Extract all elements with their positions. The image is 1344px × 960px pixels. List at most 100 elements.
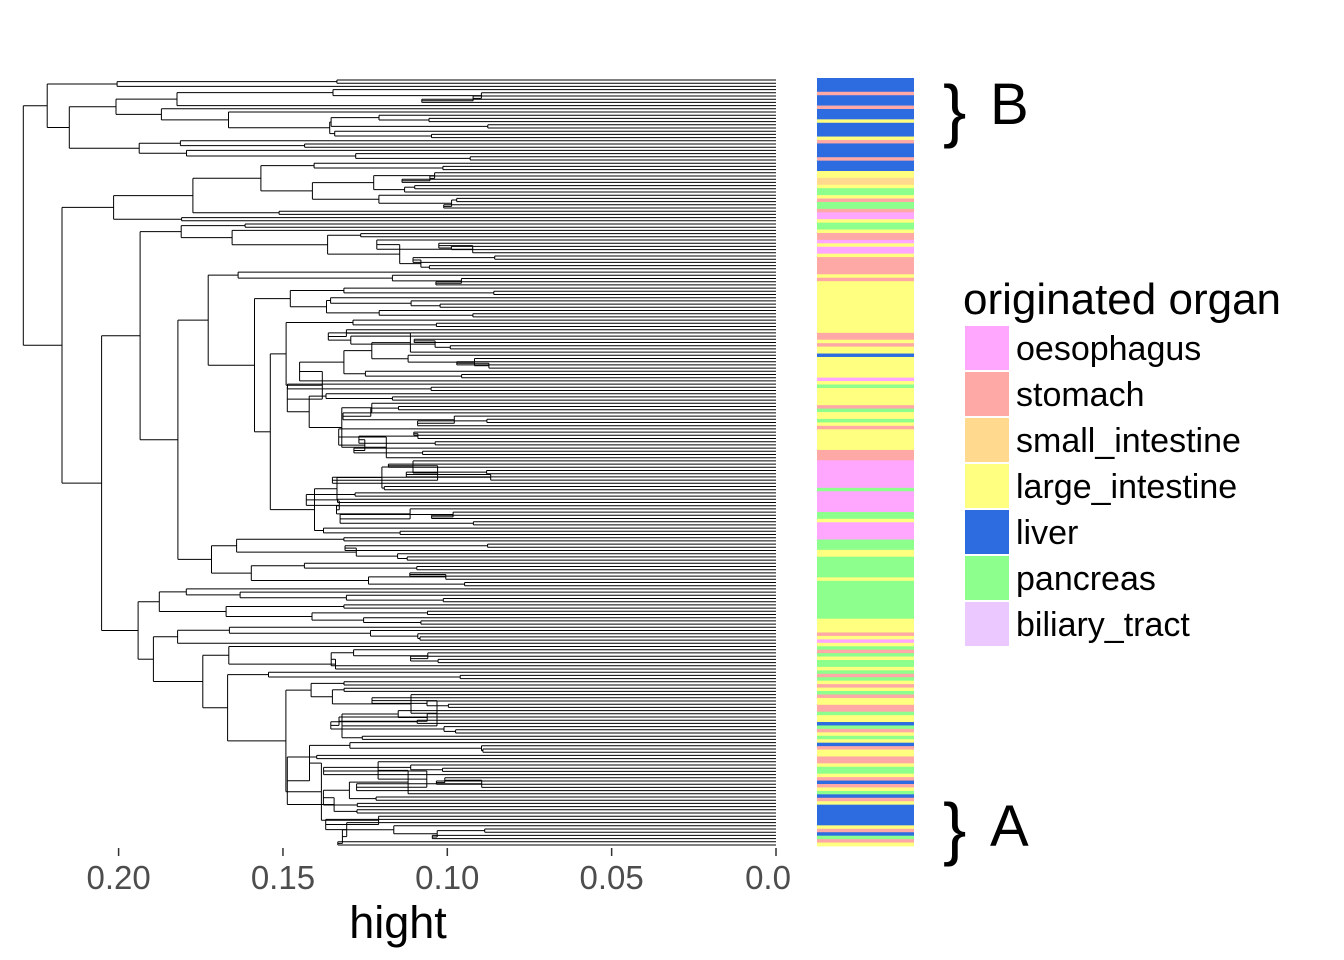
strip-band-pancreas: [817, 201, 914, 210]
strip-band-oesophagus: [817, 212, 914, 220]
strip-band-stomach: [817, 257, 914, 275]
strip-band-stomach: [817, 198, 914, 203]
legend-label-small_intestine: small_intestine: [1016, 422, 1241, 460]
strip-band-pancreas: [817, 790, 914, 795]
strip-band-large_intestine: [817, 577, 914, 582]
strip-band-liver: [817, 160, 914, 172]
strip-band-stomach: [817, 208, 914, 213]
strip-band-large_intestine: [817, 195, 914, 199]
strip-band-large_intestine: [817, 697, 914, 706]
strip-band-liver: [817, 95, 914, 106]
legend-label-oesophagus: oesophagus: [1016, 330, 1201, 368]
strip-band-pancreas: [817, 677, 914, 682]
strip-band-large_intestine: [817, 680, 914, 685]
strip-band-large_intestine: [817, 642, 914, 647]
strip-band-stomach: [817, 649, 914, 654]
strip-band-pancreas: [817, 556, 914, 578]
strip-band-pancreas: [817, 725, 914, 730]
strip-band-pancreas: [817, 511, 914, 520]
legend-key-biliary_tract: [965, 602, 1009, 646]
brace-a: }: [943, 789, 966, 867]
strip-band-liver: [817, 722, 914, 726]
strip-band-large_intestine: [817, 184, 914, 189]
strip-band-oesophagus: [817, 522, 914, 540]
x-tick-label: 0.20: [86, 859, 150, 896]
strip-band-large_intestine: [817, 518, 914, 523]
strip-band-large_intestine: [817, 274, 914, 279]
cluster-annotation-a: } A: [943, 789, 1029, 867]
strip-band-large_intestine: [817, 229, 914, 234]
strip-band-large_intestine: [817, 387, 914, 406]
strip-band-large_intestine: [817, 825, 914, 830]
strip-band-oesophagus: [817, 639, 914, 644]
strip-band-large_intestine: [817, 219, 914, 224]
strip-band-oesophagus: [817, 377, 914, 382]
legend-label-stomach: stomach: [1016, 376, 1145, 414]
strip-band-stomach: [817, 139, 914, 144]
strip-band-pancreas: [817, 222, 914, 230]
strip-band-large_intestine: [817, 136, 914, 141]
strip-band-large_intestine: [817, 749, 914, 757]
legend-label-pancreas: pancreas: [1016, 560, 1156, 598]
strip-band-large_intestine: [817, 842, 914, 847]
strip-band-pancreas: [817, 408, 914, 413]
cluster-annotation-b: } B: [943, 71, 1029, 149]
strip-band-liver: [817, 143, 914, 158]
strip-band-pancreas: [817, 711, 914, 716]
strip-band-large_intestine: [817, 253, 914, 258]
legend-label-large_intestine: large_intestine: [1016, 468, 1237, 506]
strip-band-stomach: [817, 704, 914, 713]
strip-band-stomach: [817, 632, 914, 637]
strip-band-pancreas: [817, 653, 914, 657]
strip-band-large_intestine: [817, 381, 914, 385]
strip-band-large_intestine: [817, 635, 914, 640]
cluster-label-b: B: [990, 72, 1029, 137]
legend-items: oesophagus stomach small_intestine large_in…: [965, 326, 1241, 646]
x-tick-label: 0.10: [415, 859, 479, 896]
strip-band-stomach: [817, 797, 914, 802]
legend-key-oesophagus: [965, 326, 1009, 370]
strip-band-stomach: [817, 777, 914, 781]
strip-band-liver: [817, 353, 914, 358]
strip-band-liver: [817, 794, 914, 799]
strip-band-oesophagus: [817, 460, 914, 489]
legend-label-liver: liver: [1016, 514, 1078, 552]
strip-band-large_intestine: [817, 412, 914, 420]
strip-band-large_intestine: [817, 243, 914, 248]
strip-band-stomach: [817, 157, 914, 162]
strip-band-stomach: [817, 673, 914, 678]
strip-band-pancreas: [817, 660, 914, 668]
strip-band-large_intestine: [817, 739, 914, 744]
strip-band-pancreas: [817, 539, 914, 551]
strip-band-large_intestine: [817, 549, 914, 558]
strip-band-stomach: [817, 232, 914, 241]
strip-band-stomach: [817, 828, 914, 833]
legend: originated organ oesophagus stomach small_…: [963, 275, 1281, 646]
strip-band-stomach: [817, 91, 914, 96]
dendrogram-tree: [22, 79, 776, 846]
strip-band-pancreas: [817, 691, 914, 695]
strip-band-liver: [817, 122, 914, 137]
strip-band-stomach: [817, 405, 914, 410]
strip-band-stomach: [817, 784, 914, 788]
strip-band-stomach: [817, 449, 914, 461]
strip-band-pancreas: [817, 766, 914, 775]
strip-band-large_intestine: [817, 356, 914, 379]
strip-band-pancreas: [817, 384, 914, 389]
strip-band-stomach: [817, 105, 914, 110]
x-tick-label: 0.05: [580, 859, 644, 896]
strip-band-stomach: [817, 746, 914, 750]
strip-band-stomach: [817, 277, 914, 282]
legend-title: originated organ: [963, 275, 1281, 324]
x-tick-label: 0.15: [251, 859, 315, 896]
strip-band-oesophagus: [817, 491, 914, 513]
cluster-label-a: A: [990, 794, 1029, 859]
strip-band-large_intestine: [817, 763, 914, 768]
x-axis-ticks: 0.20 0.15 0.10 0.05 0.0: [86, 848, 791, 896]
strip-band-pancreas: [817, 670, 914, 675]
x-tick-label: 0.0: [745, 859, 791, 896]
strip-band-large_intestine: [817, 119, 914, 124]
strip-band-liver: [817, 804, 914, 826]
x-axis: 0.20 0.15 0.10 0.05 0.0 hight: [86, 848, 791, 948]
